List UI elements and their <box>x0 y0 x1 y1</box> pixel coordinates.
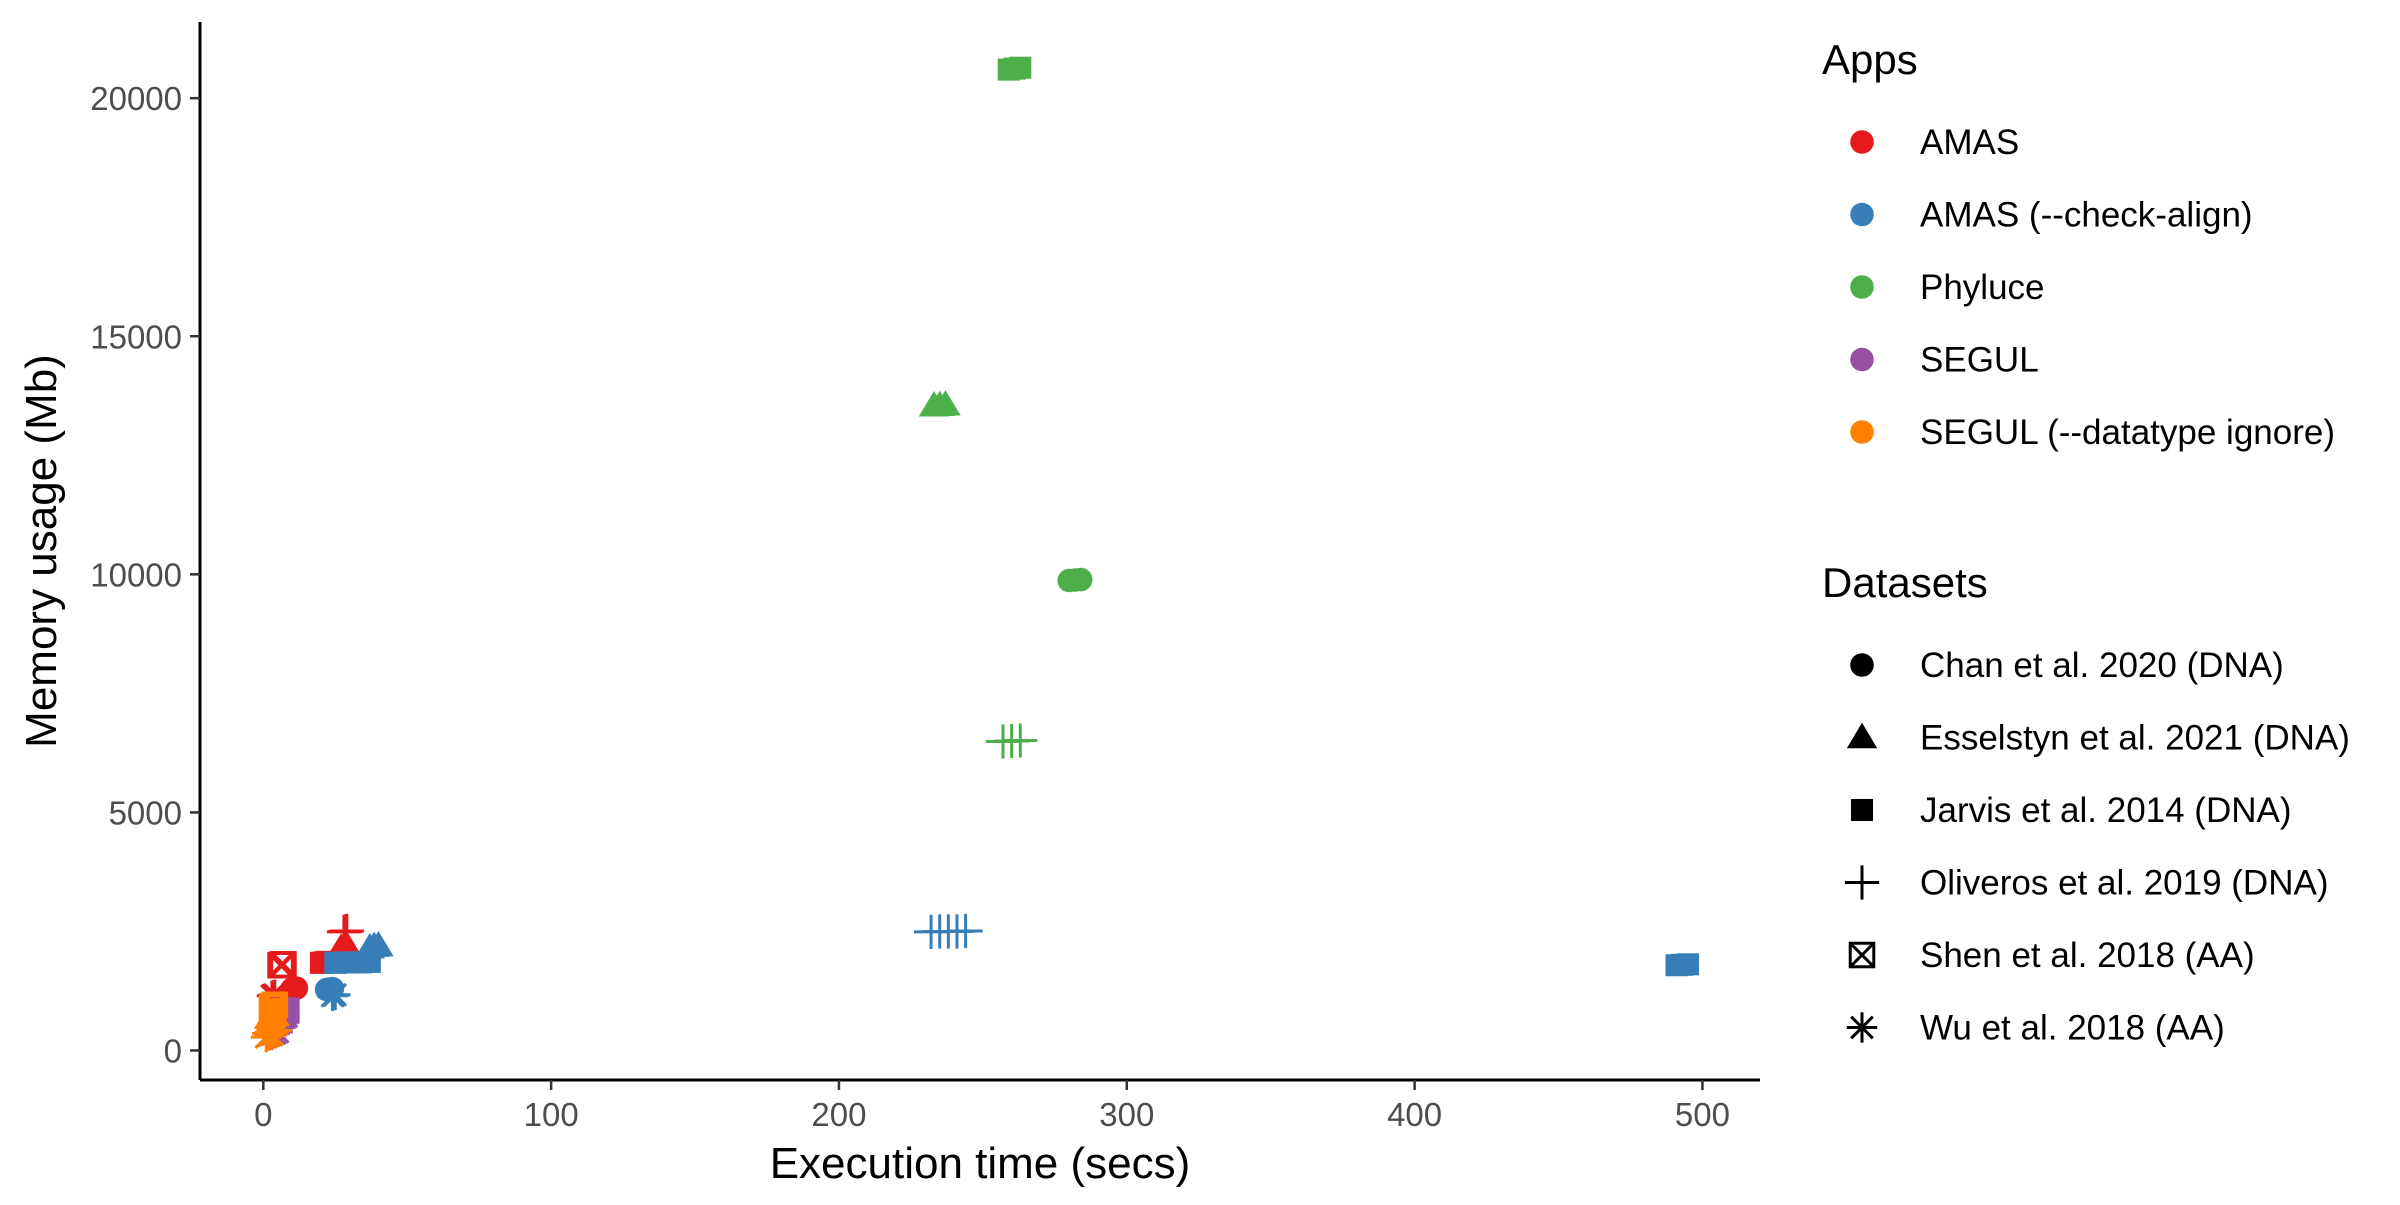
legend-datasets-title: Datasets <box>1822 559 1988 606</box>
legend-app-label: AMAS (--check-align) <box>1920 196 2253 235</box>
legend-app-key <box>1850 420 1874 444</box>
legend-dataset-key <box>1846 722 1878 749</box>
data-point <box>1009 56 1032 79</box>
legend-app-label: Phyluce <box>1920 268 2045 307</box>
data-point <box>363 931 394 957</box>
data-point <box>358 950 381 973</box>
data-point <box>329 913 364 949</box>
legend-dataset-key <box>1850 798 1874 822</box>
legend-dataset-key <box>1848 941 1876 969</box>
x-tick-label: 100 <box>524 1096 579 1133</box>
data-point <box>1068 567 1093 592</box>
x-axis-title: Execution time (secs) <box>770 1139 1191 1188</box>
legend-app-key <box>1850 130 1874 154</box>
data-point <box>256 1019 288 1050</box>
legend-dataset-label: Oliveros et al. 2019 (DNA) <box>1920 864 2328 903</box>
legend-app-label: SEGUL (--datatype ignore) <box>1920 413 2335 452</box>
data-point <box>320 979 351 1010</box>
y-axis-title: Memory usage (Mb) <box>17 354 66 748</box>
data-point <box>270 951 297 978</box>
legend-dataset-key <box>1844 865 1880 900</box>
legend-app-key <box>1850 347 1874 372</box>
y-tick-label: 15000 <box>90 318 182 355</box>
legend-dataset-label: Jarvis et al. 2014 (DNA) <box>1920 791 2292 830</box>
legend-app-key <box>1850 202 1874 227</box>
legend-dataset-label: Shen et al. 2018 (AA) <box>1920 936 2255 975</box>
data-point <box>930 390 961 416</box>
x-tick-label: 500 <box>1675 1096 1730 1133</box>
x-tick-label: 300 <box>1099 1096 1154 1133</box>
data-point <box>1003 723 1038 758</box>
legend-dataset-key <box>1846 1012 1878 1043</box>
y-tick-label: 5000 <box>109 794 182 831</box>
legend-dataset-key <box>1850 653 1874 677</box>
legend-app-label: AMAS <box>1920 123 2019 162</box>
legend-dataset-label: Wu et al. 2018 (AA) <box>1920 1009 2225 1048</box>
data-points <box>250 56 1700 1053</box>
x-tick-label: 0 <box>254 1096 272 1133</box>
legend-app-key <box>1850 275 1874 299</box>
data-point <box>948 913 983 949</box>
data-point <box>1677 953 1700 976</box>
legend-dataset-label: Esselstyn et al. 2021 (DNA) <box>1920 719 2350 758</box>
x-tick-label: 400 <box>1387 1096 1442 1133</box>
data-point <box>284 976 309 1000</box>
y-tick-label: 20000 <box>90 80 182 117</box>
legend-dataset-label: Chan et al. 2020 (DNA) <box>1920 646 2284 685</box>
data-point <box>261 991 289 1019</box>
legend-apps-title: Apps <box>1822 36 1918 83</box>
x-tick-label: 200 <box>811 1096 866 1133</box>
y-tick-label: 0 <box>164 1032 182 1069</box>
y-tick-label: 10000 <box>90 556 182 593</box>
legend-app-label: SEGUL <box>1920 341 2039 380</box>
legend: Apps AMAS AMAS (--check-align) Phyluce SEGUL… <box>1822 36 2350 1048</box>
